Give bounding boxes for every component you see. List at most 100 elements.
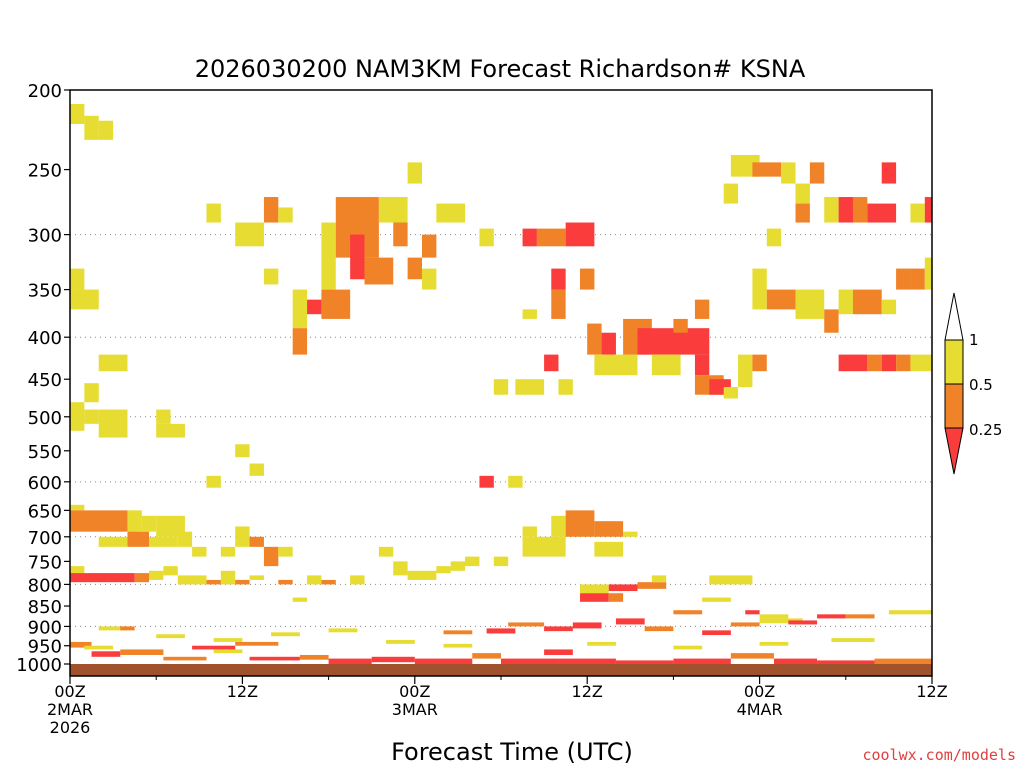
heat-cell-168 — [572, 622, 602, 629]
y-tick-label-1000: 1000 — [16, 655, 62, 676]
heat-cell-84 — [896, 354, 911, 372]
heat-cell-60 — [781, 162, 796, 184]
heat-cell-69 — [910, 203, 925, 223]
heat-cell-56 — [723, 387, 739, 399]
heat-cell-40 — [551, 268, 566, 290]
heat-cell-53 — [694, 354, 710, 376]
heat-cell-88 — [766, 228, 782, 247]
heat-cell-122 — [393, 561, 408, 576]
heat-cell-66 — [852, 197, 868, 223]
heat-cell-80 — [924, 257, 932, 290]
legend-swatch-yellow — [944, 339, 964, 385]
heat-cell-195 — [120, 626, 135, 631]
y-tick-label-650: 650 — [28, 501, 62, 522]
heat-cell-128 — [522, 526, 537, 537]
heat-cell-182 — [673, 645, 703, 650]
heat-cell-112 — [177, 575, 207, 585]
heat-cell-114 — [220, 570, 236, 585]
heat-cell-149 — [235, 641, 279, 646]
heat-cell-139 — [637, 582, 667, 589]
y-tick-label-550: 550 — [28, 442, 62, 463]
heat-cell-79 — [910, 268, 925, 290]
heat-cell-68 — [881, 162, 897, 184]
heat-cell-134 — [623, 531, 638, 537]
legend-label-0: 1 — [969, 331, 979, 349]
heat-cell-64 — [824, 197, 839, 223]
heat-cell-145 — [91, 651, 121, 657]
heat-cell-193 — [759, 614, 789, 619]
heat-cell-2 — [98, 120, 114, 140]
heat-cell-191 — [443, 643, 473, 648]
heat-cell-189 — [328, 628, 358, 633]
heat-cell-187 — [213, 638, 243, 642]
heat-cell-103 — [278, 546, 293, 557]
legend-top-arrow — [944, 292, 964, 341]
credit-link[interactable]: coolwx.com/models — [862, 746, 1016, 764]
heat-cell-83 — [881, 354, 897, 372]
heat-cell-158 — [558, 658, 616, 664]
heat-cell-70 — [924, 197, 932, 223]
data-cells — [70, 103, 932, 664]
heat-cell-109 — [134, 573, 150, 583]
heat-cell-119 — [321, 579, 336, 585]
heat-cell-38 — [536, 228, 566, 247]
heat-cell-87 — [723, 183, 739, 204]
heat-cell-45 — [587, 323, 602, 355]
heat-cell-117 — [278, 579, 293, 585]
heat-cell-21 — [321, 222, 336, 290]
heat-cell-177 — [845, 614, 875, 619]
heat-cell-161 — [730, 653, 774, 659]
heat-cell-183 — [759, 641, 789, 646]
heat-cell-180 — [745, 610, 760, 615]
y-tick-label-200: 200 — [28, 81, 62, 102]
heat-cell-135 — [479, 475, 494, 488]
x-tick-label-60-0: 12Z — [916, 682, 947, 701]
heat-cell-39 — [565, 222, 595, 247]
heat-cell-5 — [98, 354, 128, 372]
y-tick-label-500: 500 — [28, 408, 62, 429]
heat-cell-36 — [522, 309, 537, 319]
heat-cell-76 — [852, 289, 882, 315]
x-tick-label-24-1: 3MAR — [392, 700, 438, 719]
heat-cell-132 — [594, 521, 624, 537]
heat-cell-107 — [70, 566, 85, 574]
heat-cell-120 — [350, 575, 365, 585]
heat-cell-71 — [752, 268, 767, 310]
heat-cell-41 — [551, 289, 566, 319]
heat-cell-33 — [479, 228, 494, 247]
heat-cell-6 — [84, 383, 99, 403]
legend-label-2: 0.25 — [969, 421, 1002, 439]
heat-cell-163 — [817, 660, 875, 664]
heat-cell-0 — [70, 103, 85, 124]
x-axis-label: Forecast Time (UTC) — [391, 738, 633, 766]
heat-cell-152 — [328, 658, 372, 664]
heat-cell-147 — [163, 656, 207, 661]
heat-cell-23 — [350, 234, 365, 280]
y-tick-label-400: 400 — [28, 328, 62, 349]
heat-cell-77 — [881, 299, 897, 315]
heat-cell-74 — [824, 309, 839, 333]
heat-cell-32 — [436, 203, 466, 223]
heat-cell-196 — [84, 645, 114, 650]
heat-cell-29 — [421, 234, 437, 258]
heat-cell-166 — [508, 622, 545, 627]
heat-cell-20 — [321, 289, 351, 319]
heat-cell-99 — [220, 546, 236, 557]
legend: 1 0.5 0.25 — [944, 292, 1002, 475]
heat-cell-47 — [594, 354, 638, 376]
heat-cell-30 — [421, 268, 437, 290]
heat-cell-13 — [235, 222, 264, 247]
heat-cell-43 — [544, 354, 559, 372]
heat-cell-18 — [292, 328, 308, 355]
y-tick-label-250: 250 — [28, 161, 62, 182]
heat-cell-10 — [156, 409, 171, 424]
y-tick-label-450: 450 — [28, 370, 62, 391]
heat-cell-115 — [235, 579, 250, 585]
heat-cell-116 — [249, 575, 264, 580]
y-tick-label-950: 950 — [28, 637, 62, 658]
heat-cell-1 — [84, 115, 99, 140]
x-tick-label-12-0: 12Z — [227, 682, 258, 701]
heat-cell-160 — [673, 658, 731, 664]
heat-cell-159 — [615, 660, 674, 664]
